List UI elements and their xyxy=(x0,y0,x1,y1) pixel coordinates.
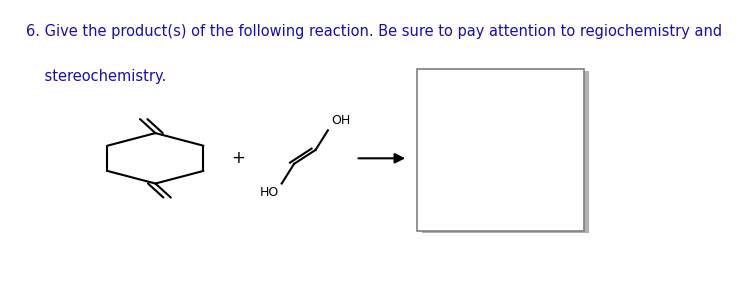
Text: HO: HO xyxy=(259,186,279,199)
Text: +: + xyxy=(231,149,246,167)
Text: 6. Give the product(s) of the following reaction. Be sure to pay attention to re: 6. Give the product(s) of the following … xyxy=(26,24,722,39)
Text: stereochemistry.: stereochemistry. xyxy=(26,69,167,84)
Bar xyxy=(417,69,584,231)
Bar xyxy=(422,71,589,233)
Text: OH: OH xyxy=(331,115,351,127)
